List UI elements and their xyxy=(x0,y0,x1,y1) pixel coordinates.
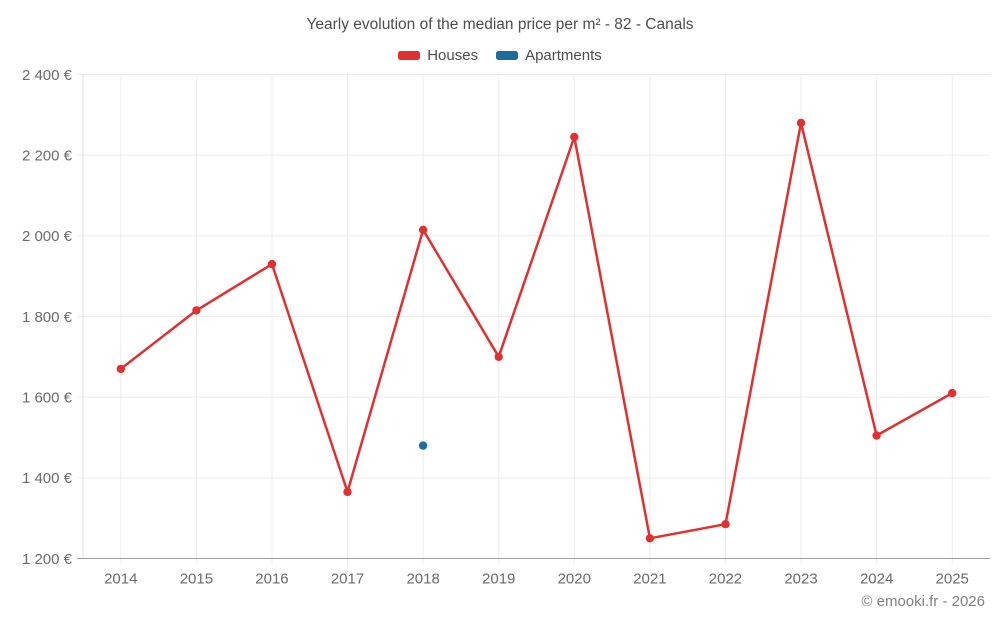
apartments-point[interactable] xyxy=(418,441,428,450)
x-axis-label: 2019 xyxy=(482,571,515,588)
x-axis-label: 2021 xyxy=(633,571,666,588)
houses-point[interactable] xyxy=(418,225,428,234)
apartments-legend-swatch-icon xyxy=(496,51,519,60)
x-axis-label: 2017 xyxy=(331,571,364,588)
apartments-legend-label: Apartments xyxy=(525,47,602,64)
x-axis-label: 2025 xyxy=(936,571,969,588)
houses-point[interactable] xyxy=(267,259,277,269)
houses-point[interactable] xyxy=(116,364,126,374)
x-axis-label: 2023 xyxy=(784,571,817,588)
x-axis-label: 2014 xyxy=(104,571,137,588)
houses-point[interactable] xyxy=(570,132,579,142)
y-axis-label: 2 200 € xyxy=(22,147,73,164)
houses-point[interactable] xyxy=(948,388,957,398)
legend-item-apartments[interactable]: Apartments xyxy=(496,47,602,64)
x-axis-label: 2024 xyxy=(860,571,893,588)
x-axis-label: 2018 xyxy=(406,571,439,588)
houses-line xyxy=(119,121,954,540)
houses-point[interactable] xyxy=(494,352,503,361)
x-axis-label: 2016 xyxy=(255,571,288,588)
x-axis-label: 2020 xyxy=(558,571,591,588)
y-axis-label: 2 000 € xyxy=(22,228,73,245)
x-axis-label: 2022 xyxy=(709,571,742,588)
footer-credit: © emooki.fr - 2026 xyxy=(861,593,985,610)
houses-point[interactable] xyxy=(645,534,655,543)
houses-point[interactable] xyxy=(721,520,730,529)
y-axis-label: 1 600 € xyxy=(22,389,73,406)
y-axis-label: 2 400 € xyxy=(22,67,73,84)
houses-legend-label: Houses xyxy=(427,47,479,64)
x-axis-label: 2015 xyxy=(180,571,213,588)
y-axis-label: 1 200 € xyxy=(22,551,73,568)
y-axis-label: 1 400 € xyxy=(22,470,73,487)
y-axis-label: 1 800 € xyxy=(22,309,73,326)
houses-point[interactable] xyxy=(343,487,352,497)
houses-point[interactable] xyxy=(192,306,201,315)
houses-legend-swatch-icon xyxy=(398,51,421,60)
houses-point[interactable] xyxy=(872,431,881,440)
legend: Houses Apartments xyxy=(0,47,1000,64)
legend-item-houses[interactable]: Houses xyxy=(398,47,478,64)
houses-point[interactable] xyxy=(796,118,806,128)
chart-title: Yearly evolution of the median price per… xyxy=(306,16,694,33)
